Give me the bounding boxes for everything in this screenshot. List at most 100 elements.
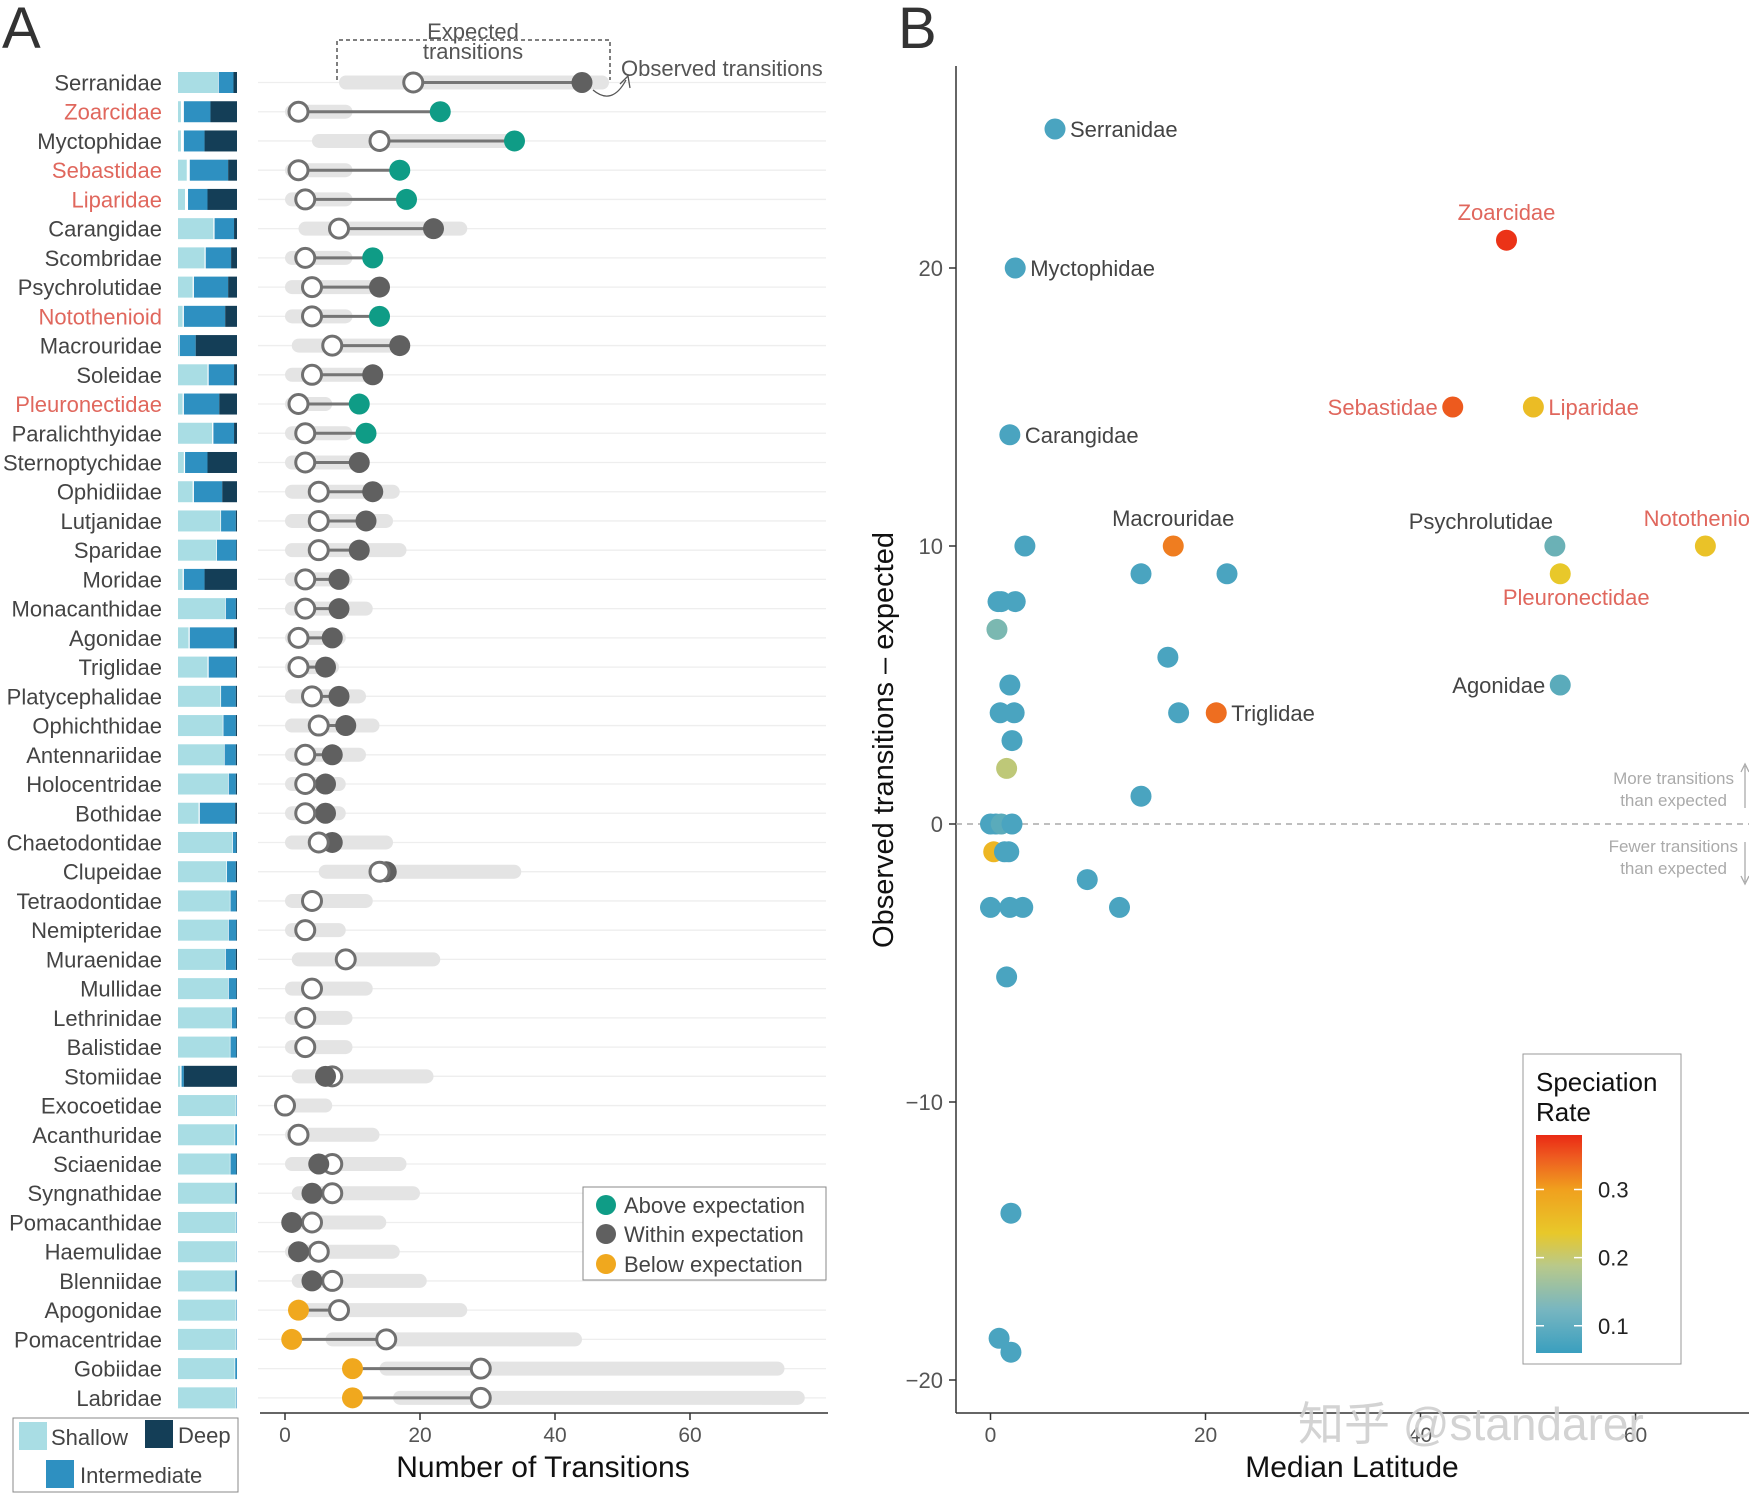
expected-range-bar — [291, 952, 441, 967]
family-label: Triglidae — [78, 655, 162, 680]
scatter-point-label: Notothenioid — [1644, 506, 1749, 531]
depth-segment-intermediate — [230, 890, 237, 912]
expected-point — [287, 159, 310, 182]
family-label: Sciaenidae — [53, 1152, 162, 1177]
scatter-point — [988, 1327, 1010, 1349]
depth-segment-gap — [225, 948, 226, 970]
panel-a-dumbbells — [274, 71, 805, 1409]
depth-segment-intermediate — [185, 451, 208, 473]
expected-point — [301, 363, 323, 386]
expected-point — [294, 568, 317, 591]
observed-point — [301, 1182, 323, 1204]
depth-segment-gap — [182, 305, 184, 327]
depth-legend-shallow-label: Shallow — [51, 1425, 128, 1450]
depth-segment-deep — [235, 948, 237, 970]
expected-point — [287, 100, 310, 123]
depth-segment-intermediate — [216, 539, 237, 561]
depth-segment-intermediate — [221, 510, 236, 532]
scatter-point — [996, 966, 1018, 988]
depth-segment-deep — [225, 305, 237, 327]
expected-range-bar — [285, 981, 373, 996]
expected-point — [328, 217, 350, 240]
depth-segment-intermediate — [230, 1036, 237, 1058]
depth-segment-shallow — [178, 773, 229, 795]
depth-segment-intermediate — [235, 1124, 237, 1146]
panel-b-x-axis-title: Median Latitude — [1245, 1451, 1459, 1484]
observed-point — [355, 510, 377, 532]
depth-segment-intermediate — [183, 130, 205, 152]
depth-segment-intermediate — [223, 715, 236, 737]
depth-segment-shallow — [178, 1270, 235, 1292]
depth-segment-shallow — [178, 539, 217, 561]
colorbar-gradient — [1536, 1135, 1582, 1353]
family-label: Holocentridae — [26, 772, 162, 797]
depth-segment-shallow — [178, 364, 208, 386]
expected-range-bar — [393, 1390, 805, 1405]
depth-segment-gap — [228, 773, 229, 795]
observed-point — [348, 451, 370, 473]
expected-point — [334, 948, 357, 971]
scatter-point — [1522, 396, 1544, 418]
depth-segment-deep — [235, 744, 237, 766]
expected-annotation: Expected transitions — [336, 19, 611, 80]
depth-segment-intermediate — [205, 247, 232, 269]
depth-segment-gap — [235, 1241, 237, 1263]
family-label: Sparidae — [74, 538, 162, 563]
depth-segment-intermediate — [183, 393, 220, 415]
observed-point — [389, 159, 411, 181]
depth-segment-deep — [207, 451, 237, 473]
expected-range-bar — [285, 1098, 333, 1113]
depth-segment-shallow — [178, 802, 199, 824]
depth-segment-gap — [220, 510, 222, 532]
family-label: Psychrolutidae — [18, 275, 162, 300]
expected-range-bar — [291, 1069, 434, 1084]
x-tick-label: 20 — [408, 1424, 431, 1447]
depth-segment-gap — [198, 802, 200, 824]
scatter-point — [1001, 730, 1023, 752]
panel-a-x-axis-title: Number of Transitions — [396, 1451, 689, 1484]
y-tick-label: −20 — [906, 1368, 943, 1393]
depth-segment-shallow — [178, 72, 219, 93]
expected-point — [307, 480, 330, 503]
depth-segment-deep — [183, 1065, 237, 1087]
depth-segment-intermediate — [189, 627, 235, 649]
family-label: Mullidae — [80, 977, 162, 1002]
depth-segment-gap — [183, 451, 186, 473]
depth-segment-gap — [207, 364, 209, 386]
family-label: Moridae — [83, 567, 162, 592]
observed-point — [288, 1299, 309, 1321]
family-label: Clupeidae — [63, 860, 162, 885]
depth-segment-deep — [235, 802, 237, 824]
depth-segment-shallow — [178, 978, 229, 1000]
expected-point — [469, 1357, 492, 1380]
depth-segment-deep — [204, 130, 237, 152]
scatter-point — [1001, 813, 1023, 835]
depth-segment-gap — [182, 393, 184, 415]
depth-segment-deep — [235, 773, 237, 795]
observed-point — [342, 1387, 363, 1409]
scatter-point — [1000, 1341, 1022, 1363]
depth-segment-deep — [204, 568, 237, 590]
depth-segment-gap — [235, 1211, 237, 1233]
depth-segment-intermediate — [228, 919, 237, 941]
family-label: Lethrinidae — [53, 1006, 162, 1031]
depth-segment-shallow — [178, 510, 221, 532]
depth-segment-gap — [216, 539, 217, 561]
scatter-point-label: Triglidae — [1231, 701, 1315, 726]
depth-segment-intermediate — [183, 568, 205, 590]
depth-segment-deep — [235, 598, 237, 620]
expected-point — [294, 1006, 317, 1029]
depth-segment-deep — [235, 685, 237, 707]
expected-annotation-line1: Expected — [427, 19, 519, 44]
depth-segment-deep — [207, 188, 237, 210]
expected-point — [375, 1328, 398, 1351]
family-label: Pomacentridae — [14, 1327, 162, 1352]
depth-segment-shallow — [178, 335, 180, 357]
y-tick-label: 10 — [919, 534, 943, 559]
depth-segment-shallow — [178, 422, 213, 444]
depth-segment-shallow — [178, 1211, 236, 1233]
expected-point — [287, 656, 310, 679]
expected-point — [307, 509, 330, 532]
depth-segment-deep — [228, 159, 237, 181]
depth-segment-gap — [234, 1124, 236, 1146]
